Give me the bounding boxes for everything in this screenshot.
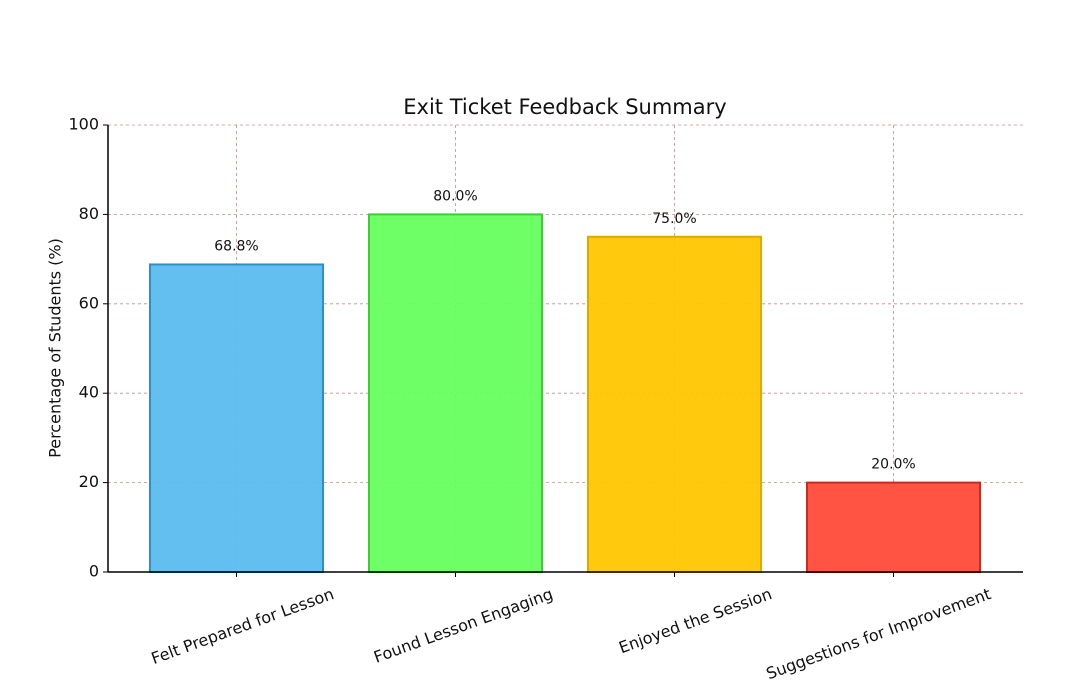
- value-label: 68.8%: [214, 238, 258, 254]
- bar: [806, 481, 981, 574]
- value-label: 75.0%: [652, 211, 696, 227]
- chart-title: Exit Ticket Feedback Summary: [403, 95, 726, 119]
- y-tick-label: 20: [79, 472, 99, 491]
- bar: [368, 213, 543, 573]
- value-label: 80.0%: [433, 188, 477, 204]
- x-tick-label: Felt Prepared for Lesson: [149, 584, 337, 668]
- value-label: 20.0%: [871, 457, 915, 473]
- y-axis-label: Percentage of Students (%): [46, 238, 65, 458]
- x-tick-label: Enjoyed the Session: [616, 584, 774, 657]
- y-tick-label: 100: [68, 115, 99, 134]
- y-tick-label: 40: [79, 383, 99, 402]
- y-tick-label: 60: [79, 293, 99, 312]
- bar: [149, 263, 324, 573]
- x-tick-label: Found Lesson Engaging: [371, 584, 555, 667]
- y-tick-label: 80: [79, 204, 99, 223]
- bar: [587, 235, 762, 573]
- x-tick-label: Suggestions for Improvement: [764, 584, 994, 683]
- y-tick-label: 0: [89, 562, 99, 581]
